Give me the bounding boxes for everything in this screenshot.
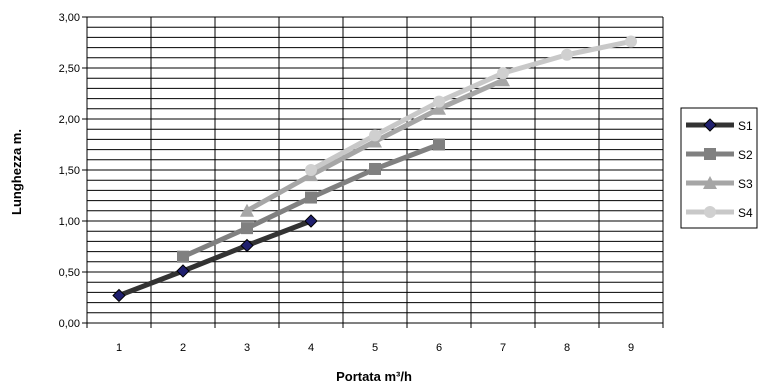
data-point-s3 — [240, 203, 254, 217]
legend-label: S2 — [738, 148, 753, 162]
legend-marker — [704, 148, 716, 160]
x-tick-label: 5 — [372, 342, 378, 354]
x-tick-labels: 1 2 3 4 5 6 7 8 9 — [86, 323, 664, 354]
legend-item-s2: S2 — [686, 148, 753, 162]
y-tick-label: 2,50 — [59, 63, 80, 75]
x-tick-label: 7 — [500, 342, 506, 354]
data-point-s4 — [433, 95, 445, 108]
data-point-s1 — [112, 288, 126, 303]
y-tick-label: 1,50 — [59, 165, 80, 177]
data-point-s4 — [625, 35, 637, 48]
series-s4 — [305, 35, 637, 176]
series-s2 — [177, 138, 445, 263]
legend: S1 S2 S3 S4 — [680, 107, 758, 229]
x-tick-label: 6 — [436, 342, 442, 354]
y-tick-label: 0,00 — [59, 318, 80, 330]
legend-marker — [704, 206, 716, 218]
data-point-s4 — [369, 129, 381, 142]
series-line-s1 — [118, 218, 312, 298]
data-point-s2 — [369, 162, 381, 175]
y-tick-label: 1,00 — [59, 216, 80, 228]
y-tick-label: 0,50 — [59, 267, 80, 279]
data-point-s2 — [177, 250, 189, 263]
legend-label: S4 — [738, 206, 753, 220]
legend-label: S1 — [738, 119, 753, 133]
legend-marker — [703, 118, 717, 132]
data-point-s4 — [497, 67, 509, 80]
x-tick-label: 9 — [628, 342, 634, 354]
x-tick-label: 3 — [244, 342, 250, 354]
legend-item-s1: S1 — [686, 118, 753, 133]
data-point-s3 — [496, 73, 510, 87]
y-tick-label: 3,00 — [59, 12, 80, 24]
data-point-s2 — [305, 191, 317, 204]
data-point-s2 — [241, 222, 253, 235]
data-point-s1 — [304, 214, 318, 228]
data-point-s1 — [240, 238, 254, 253]
data-point-s2 — [433, 138, 445, 151]
series-s1 — [112, 214, 318, 303]
series-layer — [112, 35, 637, 303]
series-s3 — [240, 73, 510, 217]
legend-label: S3 — [738, 177, 753, 191]
y-tick-label: 2,00 — [59, 114, 80, 126]
x-axis-title: Portata m³/h — [336, 369, 412, 384]
data-point-s3 — [432, 101, 446, 115]
series-line-s4 — [309, 39, 632, 173]
legend-box — [680, 107, 758, 229]
x-tick-label: 8 — [564, 342, 570, 354]
x-tick-label: 1 — [116, 342, 122, 354]
legend-item-s3: S3 — [686, 176, 753, 191]
legend-marker — [703, 176, 717, 189]
data-point-s1 — [176, 264, 190, 278]
x-tick-label: 2 — [180, 342, 186, 354]
y-axis-title: Lunghezza m. — [9, 129, 24, 215]
data-point-s4 — [305, 164, 317, 176]
x-tick-label: 4 — [308, 342, 314, 354]
data-point-s4 — [561, 48, 573, 61]
y-tick-labels: 0,00 0,50 1,00 1,50 2,00 2,50 3,00 — [59, 12, 87, 330]
legend-item-s4: S4 — [686, 206, 753, 220]
